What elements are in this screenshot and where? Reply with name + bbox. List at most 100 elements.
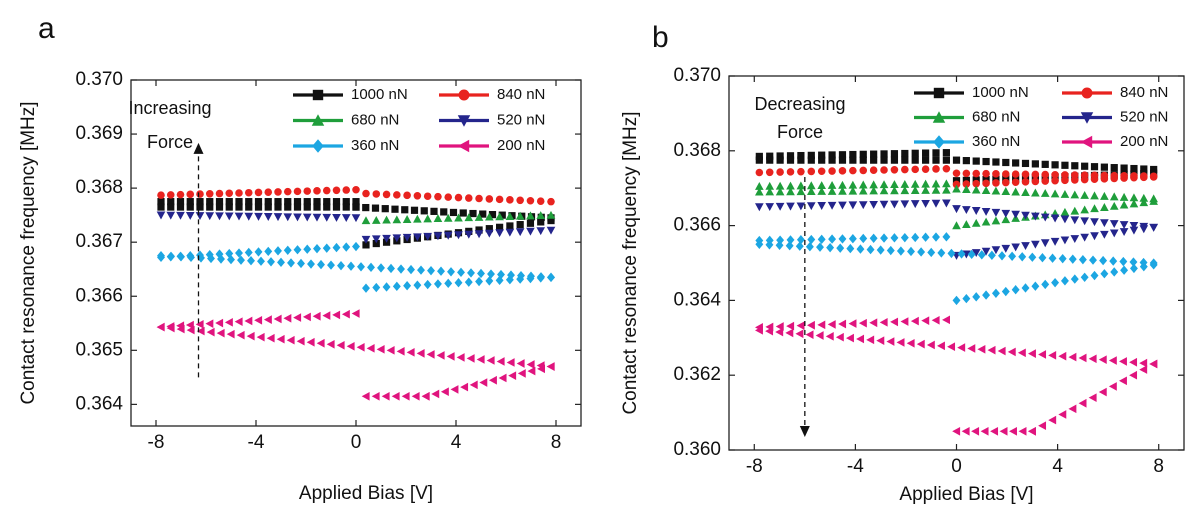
data-point: [336, 340, 345, 350]
data-point: [176, 324, 185, 334]
data-point: [322, 311, 331, 320]
data-point: [1120, 265, 1129, 275]
data-point: [215, 318, 224, 328]
data-point: [869, 180, 878, 189]
data-point: [254, 315, 263, 325]
data-point: [433, 279, 442, 289]
data-point: [457, 267, 465, 278]
data-point: [505, 275, 514, 285]
data-point: [1001, 187, 1011, 195]
data-point: [264, 246, 273, 257]
y-tick-label: 0.369: [75, 123, 123, 144]
data-point: [775, 181, 785, 190]
data-point: [206, 203, 214, 211]
data-point: [1038, 350, 1047, 359]
data-point: [775, 327, 784, 337]
data-point: [942, 149, 950, 157]
x-tick-label: -8: [148, 432, 165, 453]
x-tick-label: 4: [1052, 456, 1063, 477]
data-point: [257, 256, 265, 266]
data-point: [838, 167, 847, 175]
data-point: [1011, 178, 1020, 186]
data-point: [391, 205, 399, 213]
data-point: [797, 151, 805, 160]
data-point: [376, 345, 385, 354]
data-point: [1050, 214, 1060, 223]
annotation-text: Force: [147, 132, 193, 152]
data-point: [1119, 228, 1129, 236]
data-point: [362, 241, 370, 249]
data-point: [1080, 205, 1089, 214]
data-point: [341, 309, 350, 319]
data-point: [806, 202, 816, 211]
legend-marker: [312, 139, 324, 153]
data-point: [911, 165, 919, 174]
data-point: [1028, 426, 1036, 436]
data-point: [991, 246, 1001, 255]
data-point: [266, 333, 275, 343]
data-point: [1011, 187, 1020, 196]
data-point: [1051, 161, 1059, 169]
legend-marker: [312, 89, 324, 101]
data-point: [962, 293, 971, 304]
data-point: [1100, 230, 1109, 239]
data-point: [848, 186, 858, 195]
data-point: [1058, 254, 1067, 264]
data-point: [176, 198, 185, 206]
data-point: [166, 191, 175, 199]
data-point: [1071, 162, 1079, 170]
legend-label: 200 nN: [1120, 133, 1168, 150]
data-point: [1129, 263, 1138, 274]
data-point: [297, 258, 305, 269]
data-point: [1070, 274, 1079, 284]
data-point: [186, 325, 195, 335]
data-point: [254, 247, 263, 257]
data-point: [1050, 189, 1060, 198]
data-point: [505, 212, 515, 220]
data-point: [866, 244, 875, 255]
data-point: [1048, 351, 1057, 360]
y-tick-label: 0.362: [673, 364, 721, 385]
data-point: [848, 201, 858, 210]
data-point: [327, 260, 335, 270]
data-point: [303, 198, 311, 206]
data-point: [1080, 233, 1089, 242]
data-point: [890, 180, 899, 189]
legend-label: 840 nN: [497, 86, 545, 103]
data-point: [785, 328, 794, 338]
legend-label: 1000 nN: [351, 86, 408, 103]
data-point: [1090, 232, 1099, 241]
legend-label: 360 nN: [351, 137, 399, 154]
data-point: [962, 206, 971, 215]
y-tick-label: 0.365: [75, 339, 123, 360]
data-point: [166, 211, 176, 220]
data-point: [487, 269, 495, 279]
data-point: [1110, 164, 1118, 172]
data-point: [234, 212, 244, 221]
data-point: [495, 275, 504, 286]
data-point: [817, 202, 827, 210]
data-point: [186, 203, 194, 211]
data-point: [991, 186, 1001, 195]
data-point: [1018, 252, 1027, 262]
data-point: [848, 234, 857, 244]
data-point: [293, 213, 302, 222]
data-point: [1090, 163, 1099, 171]
data-point: [476, 355, 485, 364]
legend-marker: [932, 111, 946, 123]
data-point: [962, 220, 971, 228]
data-point: [1061, 171, 1069, 179]
annotation-text: Decreasing: [754, 94, 845, 114]
data-point: [361, 391, 370, 401]
data-point: [817, 181, 827, 190]
data-point: [356, 342, 365, 352]
data-point: [496, 223, 504, 231]
data-point: [1021, 242, 1030, 251]
data-point: [890, 150, 899, 158]
data-point: [205, 249, 214, 260]
data-point: [916, 339, 925, 349]
data-point: [998, 251, 1006, 261]
data-point: [827, 201, 837, 210]
data-point: [981, 247, 991, 256]
data-point: [245, 198, 253, 206]
